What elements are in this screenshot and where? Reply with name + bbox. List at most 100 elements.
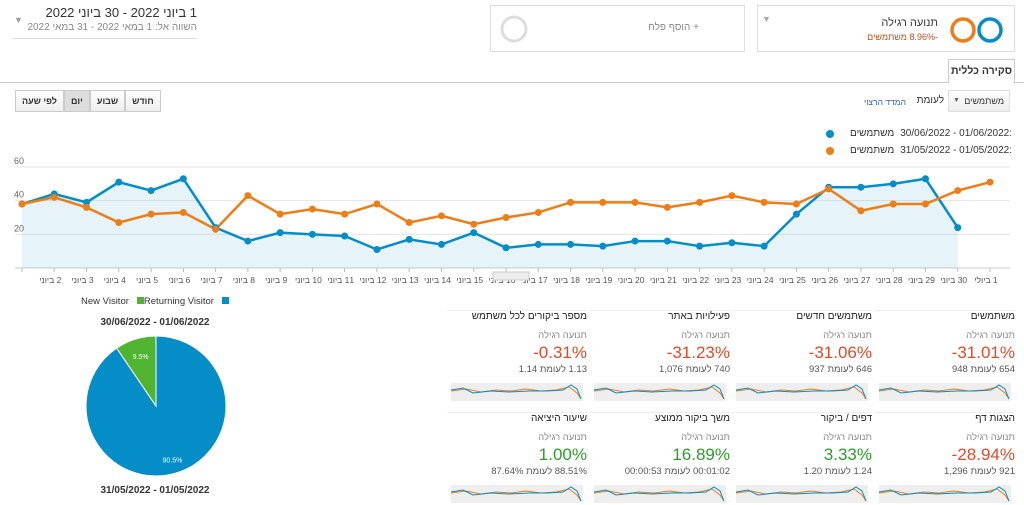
tab[interactable]: סקירה כללית bbox=[948, 59, 1015, 84]
dropdown-arrow: ▼ bbox=[14, 15, 23, 25]
point bbox=[147, 187, 155, 195]
point bbox=[276, 210, 284, 218]
legend-swatch bbox=[221, 297, 229, 304]
point bbox=[437, 212, 445, 220]
x-tick-label: 22 ביוני bbox=[682, 275, 709, 285]
sparkline bbox=[736, 485, 868, 503]
add-segment[interactable]: + הוסף פלח bbox=[490, 5, 745, 52]
point bbox=[341, 210, 349, 218]
legend-swatch bbox=[826, 146, 834, 155]
date-range: 1 ביוני 2022 - 30 ביוני 2022 bbox=[45, 5, 197, 20]
point bbox=[792, 210, 800, 218]
card-segment: תנועה רגילה bbox=[538, 330, 587, 341]
x-tick-label: 6 ביוני bbox=[168, 275, 190, 285]
granularity-button[interactable]: שבוע bbox=[89, 90, 126, 112]
point bbox=[631, 198, 639, 206]
x-tick-label: 23 ביוני bbox=[714, 275, 741, 285]
card-title: הצגות דף bbox=[975, 413, 1015, 424]
point bbox=[405, 219, 413, 227]
point bbox=[308, 205, 316, 213]
sparkline-line bbox=[879, 488, 1010, 502]
x-tick-label: 20 ביוני bbox=[618, 275, 645, 285]
sparkline bbox=[736, 383, 868, 401]
card-title: שיעור היציאה bbox=[530, 413, 587, 424]
x-tick-label: 29 ביוני bbox=[908, 275, 935, 285]
pie-label: 90.5% bbox=[163, 458, 183, 465]
legend-range: 30/06/2022 - 01/06/2022: bbox=[900, 128, 1012, 139]
point bbox=[954, 187, 962, 195]
card-segment: תנועה רגילה bbox=[681, 432, 730, 443]
x-tick-label: 12 ביוני bbox=[360, 275, 387, 285]
metric-card: הצגות דף תנועה רגילה -28.94% 921 לעומת 1,29… bbox=[875, 412, 1015, 505]
segment-name: תנועה רגילה bbox=[881, 17, 938, 29]
card-title: משך ביקור ממוצע bbox=[655, 413, 730, 424]
metric-dropdown[interactable]: משתמשים ▼ bbox=[948, 90, 1010, 112]
sparkline-line bbox=[594, 384, 725, 400]
point bbox=[83, 198, 91, 206]
point bbox=[470, 229, 478, 237]
point bbox=[179, 208, 187, 216]
sparkline-line bbox=[736, 488, 867, 502]
x-tick-label: 1 ביולי bbox=[974, 275, 998, 285]
card-change: -0.31% bbox=[533, 343, 587, 362]
point bbox=[567, 240, 575, 248]
segment-box[interactable]: ▼ תנועה רגילה -8.96% משתמשים bbox=[757, 5, 1015, 52]
sparkline-line bbox=[594, 386, 725, 400]
segment-menu: ▼ bbox=[762, 14, 771, 24]
granularity-button[interactable]: יום bbox=[63, 90, 90, 112]
card-detail: 1.13 לעומת 1.14 bbox=[518, 364, 587, 375]
point bbox=[825, 185, 833, 193]
x-tick-label: 10 ביוני bbox=[295, 275, 322, 285]
point bbox=[567, 198, 575, 206]
line bbox=[21, 177, 959, 251]
x-tick-label: 19 ביוני bbox=[585, 275, 612, 285]
segment-placeholder-icon bbox=[500, 15, 528, 43]
point bbox=[760, 242, 768, 250]
sparkline-line bbox=[879, 384, 1010, 400]
segment-icon bbox=[950, 17, 1003, 43]
point bbox=[889, 200, 897, 208]
y-tick-label: 20 bbox=[14, 223, 24, 233]
card-title: מספר ביקורים לכל משתמש bbox=[471, 311, 587, 322]
card-segment: תנועה רגילה bbox=[966, 432, 1015, 443]
point bbox=[115, 178, 123, 186]
card-change: -28.94% bbox=[951, 445, 1015, 464]
x-tick-label: 4 ביוני bbox=[104, 275, 126, 285]
date-picker[interactable]: 1 ביוני 2022 - 30 ביוני 2022 השווה אל: 1… bbox=[12, 5, 197, 39]
x-tick-label: 15 ביוני bbox=[456, 275, 483, 285]
point bbox=[857, 183, 865, 191]
point bbox=[212, 225, 220, 233]
point bbox=[663, 203, 671, 211]
x-tick-label: 21 ביוני bbox=[650, 275, 677, 285]
versus-label: לעומת bbox=[916, 95, 944, 106]
x-tick-label: 5 ביוני bbox=[136, 275, 158, 285]
point bbox=[954, 224, 962, 232]
x-tick-label: 14 ביוני bbox=[424, 275, 451, 285]
card-change: -31.01% bbox=[951, 343, 1015, 362]
point bbox=[534, 240, 542, 248]
area bbox=[22, 178, 958, 268]
point bbox=[728, 239, 736, 247]
compare-range: השווה אל: 1 במאי 2022 - 31 במאי 2022 bbox=[27, 22, 197, 33]
point bbox=[83, 203, 91, 211]
x-tick-label: 28 ביוני bbox=[876, 275, 903, 285]
card-change: -31.23% bbox=[666, 343, 730, 362]
card-detail: 654 לעומת 948 bbox=[951, 364, 1015, 375]
x-tick-label: 9 ביוני bbox=[265, 275, 287, 285]
point bbox=[921, 200, 929, 208]
metric-card: שיעור היציאה תנועה רגילה 1.00% 88.51% לעומת… bbox=[447, 412, 587, 505]
point bbox=[696, 242, 704, 250]
card-title: פעילויות באתר bbox=[668, 311, 730, 322]
scroll-handle bbox=[492, 271, 530, 281]
metric-card: פעילויות באתר תנועה רגילה -31.23% 740 לעומת… bbox=[590, 310, 730, 403]
legend-entry: New Visitor bbox=[81, 296, 229, 307]
sparkline bbox=[451, 485, 583, 503]
card-segment: תנועה רגילה bbox=[823, 330, 872, 341]
point bbox=[147, 210, 155, 218]
legend-label: Returning Visitor bbox=[143, 296, 214, 307]
point bbox=[341, 232, 349, 240]
choose-metric-link[interactable]: המדד הרצוי bbox=[864, 97, 906, 107]
granularity-button[interactable]: חודש bbox=[125, 90, 161, 112]
granularity-button[interactable]: לפי שעה bbox=[15, 90, 64, 112]
